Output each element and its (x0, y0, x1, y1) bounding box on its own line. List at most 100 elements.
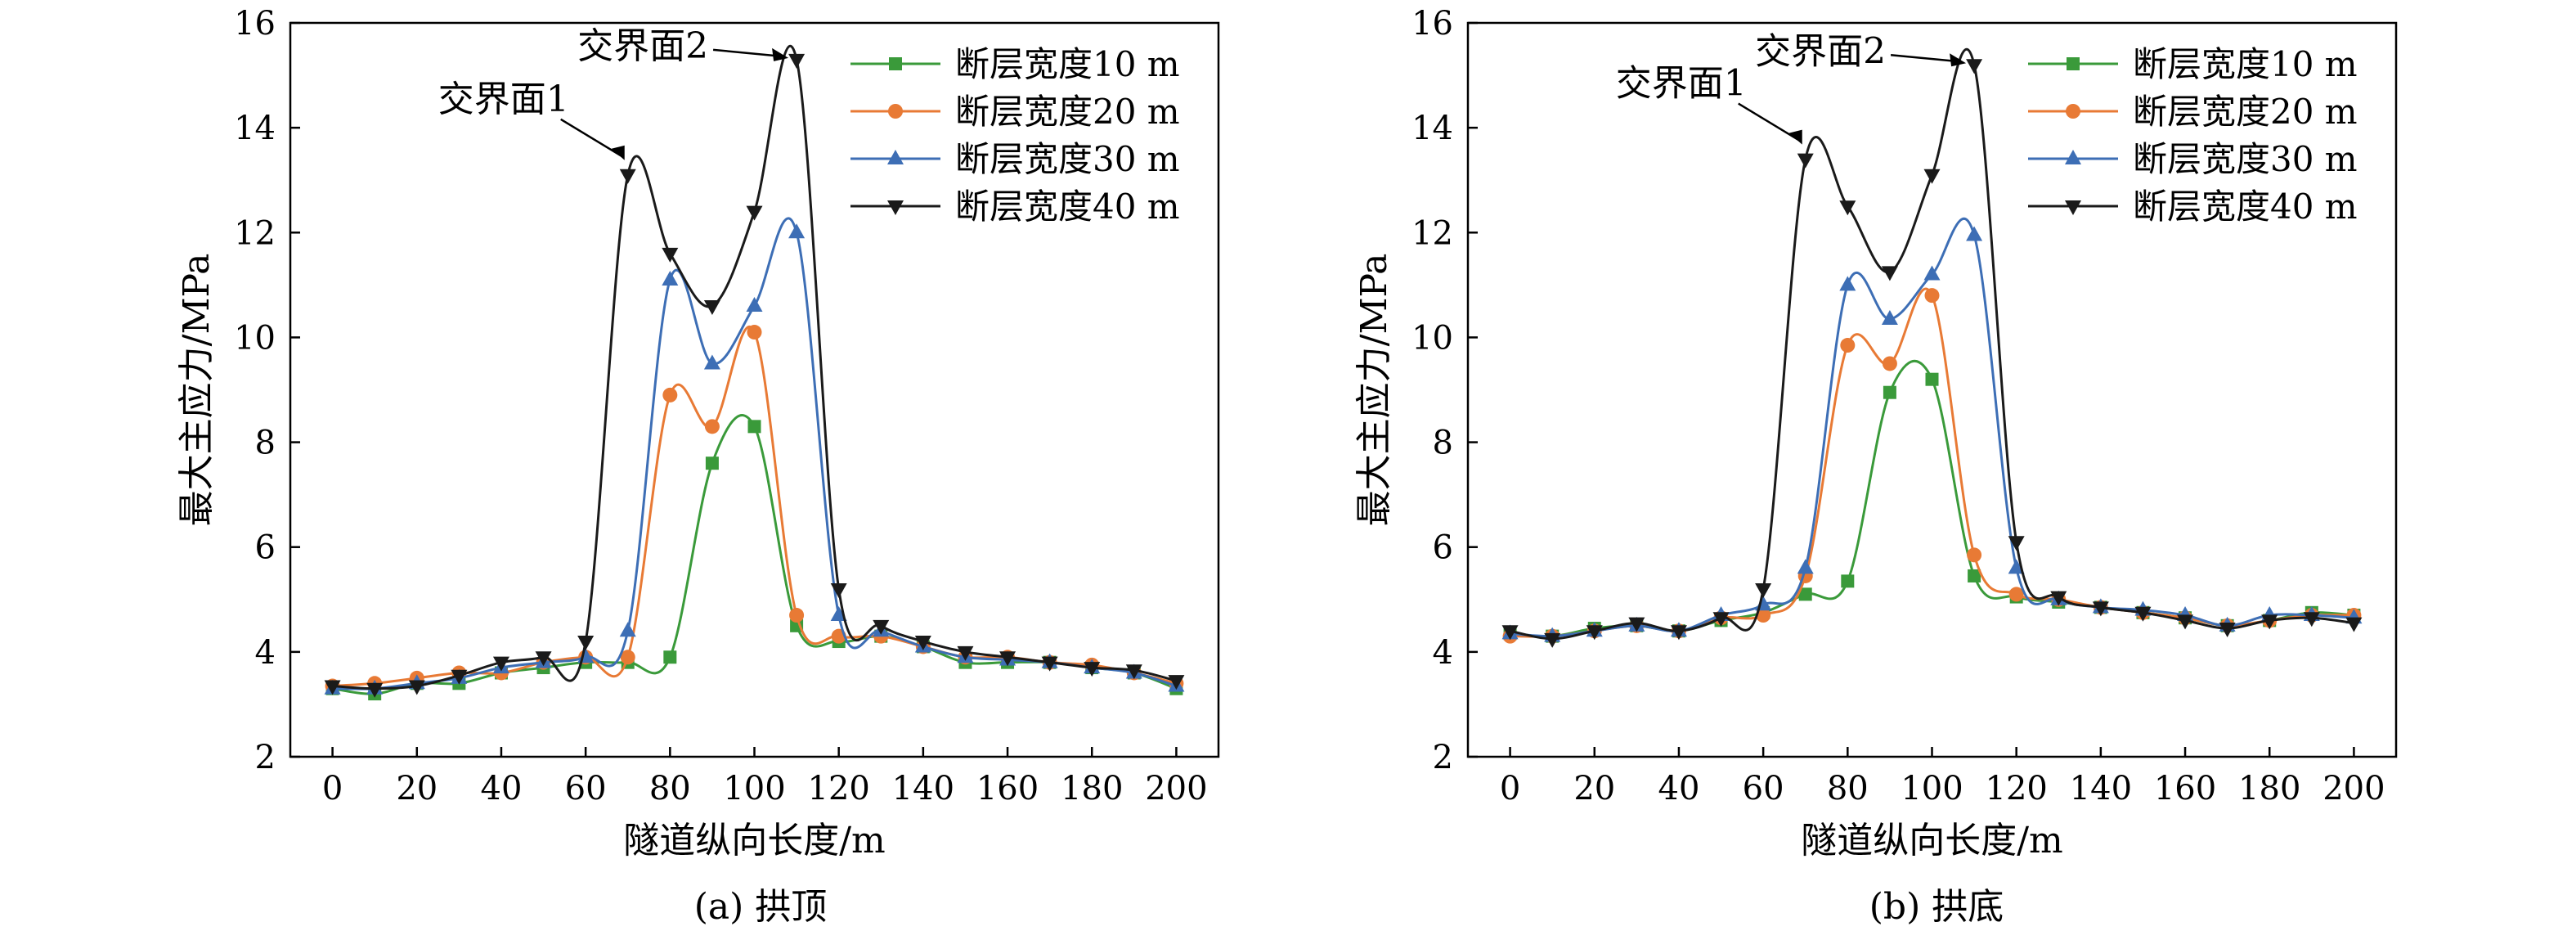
chart-b-annotation-interface-2: 交界面2 (1755, 30, 1886, 72)
chart-a-annotation-arrow-2 (712, 48, 783, 58)
chart-b-series-2-point (1756, 608, 1771, 623)
chart-b-series-4-point (1544, 632, 1561, 648)
chart-panel-a: 0 20 40 60 80 100 120 140 160 180 200 2 4 6 8 10 12 14 16 隧… (0, 0, 1276, 928)
chart-a-series-4-point (788, 53, 806, 69)
chart-a-annotation-arrowhead-1 (611, 145, 625, 160)
chart-a-legend-label-2: 断层宽度20 m (955, 92, 1180, 132)
chart-a-y-tick-label: 12 (234, 214, 276, 252)
chart-b-series-1-point (1841, 574, 1855, 588)
chart-a-series-line-1 (332, 414, 1177, 695)
chart-b-y-tick-label: 2 (1433, 739, 1453, 776)
chart-a-series-2-point (789, 608, 805, 623)
chart-b-series-3-point (1881, 310, 1898, 326)
chart-a-legend-marker-4 (887, 200, 904, 215)
chart-b-series-2-point (1882, 356, 1897, 371)
chart-b-series-3-point (1923, 265, 1941, 281)
chart-a-series-4-point (619, 169, 636, 184)
chart-a-y-tick-label: 4 (255, 634, 276, 672)
chart-b-series-1-point (1925, 372, 1939, 386)
chart-a-series-4-point (492, 656, 509, 672)
chart-b-legend-label-2: 断层宽度20 m (2133, 92, 2358, 132)
chart-b-annotation-arrowhead-1 (1788, 129, 1802, 145)
chart-a-y-tick-label: 2 (255, 739, 276, 776)
chart-b-legend-marker-3 (2065, 150, 2081, 164)
chart-a-y-tick-label: 6 (255, 529, 276, 567)
chart-a-x-tick-label: 20 (396, 770, 438, 807)
chart-b-series-4-point (2345, 617, 2363, 632)
chart-a-series-2-point (662, 387, 678, 403)
chart-a-x-tick-label: 80 (649, 770, 691, 807)
chart-a-x-tick-label: 160 (976, 770, 1039, 807)
chart-b-series-3-point (1966, 226, 1983, 241)
chart-a-y-tick-label: 10 (234, 319, 276, 357)
chart-a-y-tick-label: 16 (234, 5, 276, 43)
chart-a-series-3-point (788, 223, 806, 239)
chart-a-series-4-point (914, 636, 931, 651)
chart-a-caption: (a) 拱顶 (693, 886, 828, 928)
chart-b-series-4-point (2050, 591, 2067, 606)
chart-b-y-tick-label: 4 (1433, 634, 1453, 672)
chart-a-x-tick-label: 60 (565, 770, 607, 807)
chart-b-series-1-point (1798, 587, 1812, 601)
chart-b-annotation-arrowhead-2 (1950, 53, 1967, 67)
chart-b-series-line-4 (1510, 47, 2354, 641)
chart-a-x-tick-label: 0 (322, 770, 343, 807)
chart-a-series-4-point (703, 299, 720, 315)
chart-b-series-3-point (2008, 559, 2025, 574)
chart-b-x-tick-label: 160 (2154, 770, 2216, 807)
chart-b-series-2-point (1967, 547, 1982, 563)
chart-b-series-4-point (1712, 612, 1730, 627)
chart-a-legend-label-4: 断层宽度40 m (955, 187, 1180, 227)
chart-a-series-line-3 (332, 217, 1177, 690)
chart-b-series-3-point (1797, 559, 1814, 574)
chart-b-y-tick-label: 6 (1433, 529, 1453, 567)
chart-a-series-4-point (1084, 662, 1101, 677)
chart-b-x-tick-label: 200 (2322, 770, 2385, 807)
chart-a-series-2-point (747, 325, 762, 340)
chart-b-legend-marker-4 (2065, 200, 2081, 215)
chart-b-series-line-1 (1510, 360, 2354, 638)
chart-b-y-tick-label: 10 (1411, 319, 1453, 357)
chart-a-y-tick-label: 14 (234, 110, 276, 147)
chart-a-annotation-arrowhead-2 (772, 47, 789, 61)
chart-a-series-4-point (366, 682, 384, 698)
chart-b-series-4-point (1839, 200, 1856, 216)
chart-a-legend-marker-2 (888, 104, 903, 119)
chart-b-series-4-point (2008, 536, 2025, 551)
chart-a-series-3-point (703, 354, 720, 370)
chart-b-y-tick-label: 16 (1411, 5, 1453, 43)
chart-a-x-tick-label: 120 (808, 770, 870, 807)
chart-b-legend-label-4: 断层宽度40 m (2133, 187, 2358, 227)
chart-a-y-tick-label: 8 (255, 425, 276, 462)
chart-b-series-4-point (1881, 266, 1898, 281)
chart-a-series-4-point (873, 619, 890, 635)
chart-a-x-tick-label: 180 (1061, 770, 1123, 807)
chart-a-legend-label-3: 断层宽度30 m (955, 139, 1180, 179)
chart-b-series-4-point (1966, 59, 1983, 74)
chart-a-series-4-point (957, 645, 974, 661)
chart-b-y-tick-label: 12 (1411, 214, 1453, 252)
chart-a-series-4-point (830, 582, 847, 598)
chart-b-y-axis-label: 最大主应力/MPa (1353, 254, 1395, 527)
chart-b-series-4-point (2303, 612, 2320, 627)
chart-a-series-4-point (1041, 656, 1058, 672)
chart-b-series-4-point (1923, 169, 1941, 184)
chart-b-series-4-point (1501, 625, 1519, 641)
chart-b-series-2-point (1840, 338, 1856, 353)
chart-b-series-line-2 (1510, 287, 2354, 638)
chart-b-x-tick-label: 0 (1500, 770, 1520, 807)
chart-a-series-4-point (662, 247, 679, 263)
chart-b-plot-frame (1466, 21, 2398, 758)
chart-b-x-tick-label: 60 (1743, 770, 1784, 807)
chart-b-x-tick-label: 100 (1901, 770, 1963, 807)
chart-b-series-4-point (1755, 582, 1772, 598)
chart-b-series-4-point (2219, 623, 2236, 638)
chart-a-y-axis-label: 最大主应力/MPa (176, 254, 218, 527)
chart-a-series-4-point (324, 680, 341, 695)
chart-b-y-tick-label: 8 (1433, 425, 1453, 462)
chart-a-series-4-point (535, 651, 552, 667)
chart-b-series-3-point (1839, 276, 1856, 291)
chart-a-series-3-point (746, 296, 763, 312)
chart-b-series-line-3 (1510, 218, 2354, 638)
chart-b-legend-label-3: 断层宽度30 m (2133, 139, 2358, 179)
